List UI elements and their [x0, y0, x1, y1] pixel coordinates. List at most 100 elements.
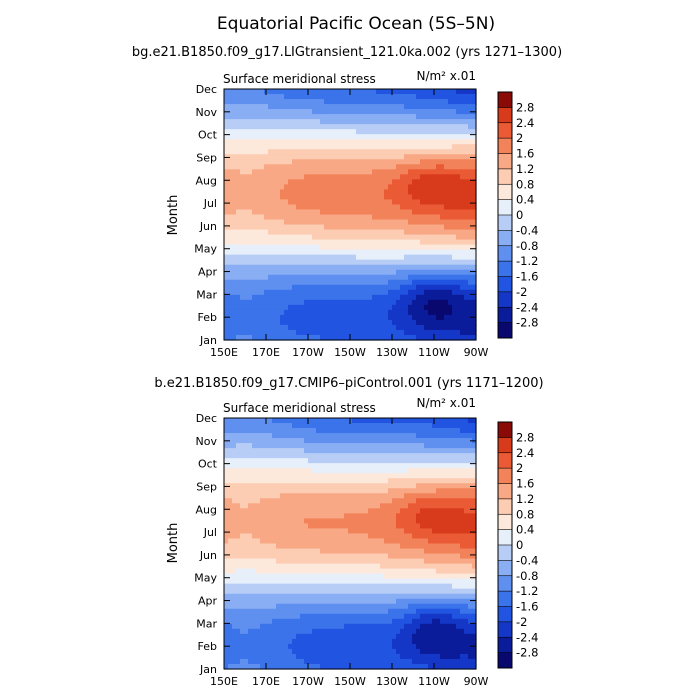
- contour-cell: [228, 543, 233, 550]
- contour-cell: [304, 189, 309, 196]
- contour-cell: [400, 513, 405, 519]
- contour-cell: [348, 478, 353, 484]
- contour-cell: [448, 279, 453, 286]
- contour-cell: [260, 548, 265, 555]
- contour-cell: [232, 473, 237, 479]
- contour-cell: [392, 453, 397, 459]
- contour-cell: [360, 99, 365, 105]
- contour-cell: [236, 219, 241, 226]
- contour-cell: [464, 159, 469, 165]
- contour-cell: [320, 553, 325, 560]
- contour-cell: [324, 204, 329, 211]
- contour-cell: [256, 114, 261, 120]
- contour-cell: [268, 229, 273, 236]
- contour-cell: [316, 269, 321, 276]
- contour-cell: [296, 194, 301, 201]
- contour-cell: [348, 498, 353, 504]
- contour-cell: [392, 114, 397, 120]
- contour-cell: [364, 458, 369, 464]
- contour-cell: [268, 99, 273, 105]
- contour-cell: [312, 119, 317, 125]
- contour-cell: [464, 129, 469, 135]
- contour-cell: [344, 503, 349, 509]
- contour-cell: [456, 538, 461, 545]
- contour-cell: [280, 279, 285, 286]
- contour-cell: [408, 438, 413, 444]
- contour-cell: [400, 229, 405, 236]
- contour-cell: [280, 538, 285, 545]
- contour-cell: [312, 99, 317, 105]
- contour-cell: [372, 498, 377, 504]
- contour-cell: [248, 294, 253, 301]
- contour-cell: [252, 124, 257, 130]
- contour-cell: [236, 304, 241, 311]
- contour-cell: [368, 289, 373, 296]
- contour-cell: [228, 478, 233, 484]
- contour-cell: [360, 264, 365, 271]
- contour-cell: [300, 279, 305, 286]
- contour-cell: [260, 264, 265, 271]
- contour-cell: [392, 438, 397, 444]
- contour-cell: [372, 438, 377, 444]
- contour-cell: [380, 314, 385, 321]
- contour-cell: [228, 488, 233, 494]
- contour-cell: [232, 443, 237, 449]
- contour-cell: [388, 488, 393, 494]
- contour-cell: [468, 249, 473, 256]
- contour-cell: [364, 478, 369, 484]
- contour-cell: [264, 244, 269, 251]
- contour-cell: [264, 124, 269, 130]
- contour-cell: [264, 219, 269, 226]
- contour-cell: [268, 294, 273, 301]
- contour-cell: [232, 134, 237, 140]
- contour-cell: [276, 289, 281, 296]
- contour-cell: [320, 209, 325, 216]
- contour-cell: [428, 423, 433, 429]
- contour-cell: [392, 149, 397, 155]
- contour-cell: [408, 503, 413, 509]
- contour-cell: [236, 334, 241, 341]
- contour-cell: [468, 304, 473, 311]
- contour-cell: [340, 513, 345, 519]
- contour-cell: [448, 448, 453, 454]
- contour-cell: [272, 299, 277, 306]
- contour-cell: [448, 458, 453, 464]
- contour-cell: [240, 453, 245, 459]
- contour-cell: [448, 244, 453, 251]
- contour-cell: [248, 284, 253, 291]
- contour-cell: [340, 179, 345, 185]
- contour-cell: [360, 114, 365, 120]
- contour-cell: [348, 483, 353, 489]
- contour-cell: [264, 433, 269, 439]
- contour-cell: [320, 533, 325, 540]
- contour-cell: [228, 99, 233, 105]
- contour-cell: [272, 324, 277, 331]
- contour-cell: [432, 483, 437, 489]
- contour-cell: [268, 418, 273, 424]
- contour-cell: [332, 134, 337, 140]
- contour-cell: [408, 473, 413, 479]
- contour-cell: [412, 124, 417, 130]
- contour-cell: [456, 433, 461, 439]
- contour-cell: [276, 194, 281, 201]
- contour-cell: [244, 214, 249, 221]
- contour-cell: [312, 418, 317, 424]
- contour-cell: [420, 234, 425, 241]
- contour-cell: [396, 244, 401, 251]
- contour-cell: [248, 299, 253, 306]
- contour-cell: [248, 214, 253, 221]
- contour-cell: [284, 423, 289, 429]
- contour-cell: [280, 294, 285, 301]
- contour-cell: [372, 528, 377, 535]
- contour-cell: [240, 174, 245, 180]
- contour-cell: [296, 144, 301, 150]
- contour-cell: [300, 468, 305, 474]
- contour-cell: [356, 279, 361, 286]
- contour-cell: [368, 159, 373, 165]
- contour-cell: [408, 284, 413, 291]
- contour-cell: [392, 199, 397, 206]
- contour-cell: [240, 289, 245, 296]
- contour-cell: [420, 154, 425, 160]
- contour-cell: [456, 428, 461, 434]
- contour-cell: [412, 428, 417, 434]
